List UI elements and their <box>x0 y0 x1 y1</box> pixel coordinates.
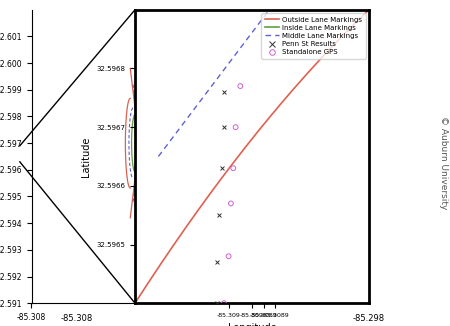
Point <box>227 201 234 206</box>
Point <box>237 83 244 89</box>
Text: -85.308: -85.308 <box>60 314 93 323</box>
Text: -85.298: -85.298 <box>353 314 385 323</box>
Point <box>232 125 239 130</box>
Point <box>218 166 225 171</box>
Point <box>220 301 228 306</box>
Point <box>220 125 228 130</box>
Point <box>230 166 237 171</box>
Point <box>225 254 232 259</box>
Point <box>213 301 220 306</box>
Y-axis label: Latitude: Latitude <box>81 136 91 177</box>
Text: © Auburn University: © Auburn University <box>439 116 448 210</box>
Bar <box>0 146 20 162</box>
Point <box>220 89 228 95</box>
Point <box>216 213 223 218</box>
X-axis label: Longitude: Longitude <box>228 323 276 326</box>
Point <box>213 259 220 265</box>
Legend: Outside Lane Markings, Inside Lane Markings, Middle Lane Markings, Penn St Resul: Outside Lane Markings, Inside Lane Marki… <box>261 13 365 59</box>
